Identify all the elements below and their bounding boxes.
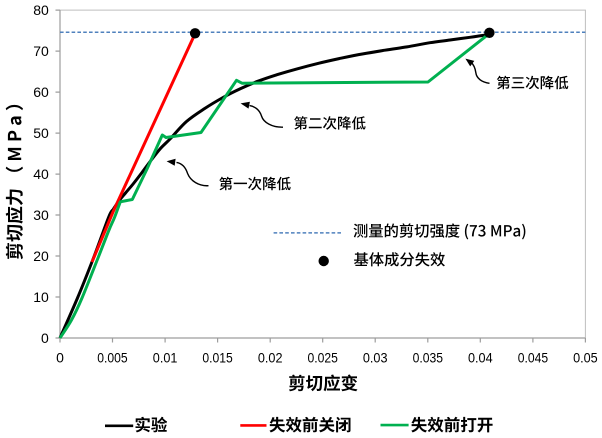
svg-text:0.045: 0.045: [518, 350, 549, 366]
svg-text:0.035: 0.035: [413, 350, 444, 366]
svg-text:50: 50: [33, 125, 49, 141]
svg-text:0.04: 0.04: [468, 350, 493, 366]
svg-text:10: 10: [33, 289, 49, 305]
svg-text:0.01: 0.01: [153, 350, 178, 366]
svg-text:40: 40: [33, 166, 49, 182]
svg-text:0.025: 0.025: [308, 350, 339, 366]
svg-text:70: 70: [33, 43, 49, 59]
svg-text:0: 0: [56, 350, 64, 366]
svg-text:80: 80: [33, 2, 49, 18]
svg-text:0.05: 0.05: [573, 350, 598, 366]
svg-text:30: 30: [33, 207, 49, 223]
svg-text:0: 0: [41, 330, 49, 346]
svg-text:20: 20: [33, 248, 49, 264]
svg-text:0.015: 0.015: [202, 350, 233, 366]
svg-text:60: 60: [33, 84, 49, 100]
svg-text:0.005: 0.005: [97, 350, 128, 366]
svg-text:0.03: 0.03: [363, 350, 388, 366]
svg-text:0.02: 0.02: [258, 350, 283, 366]
